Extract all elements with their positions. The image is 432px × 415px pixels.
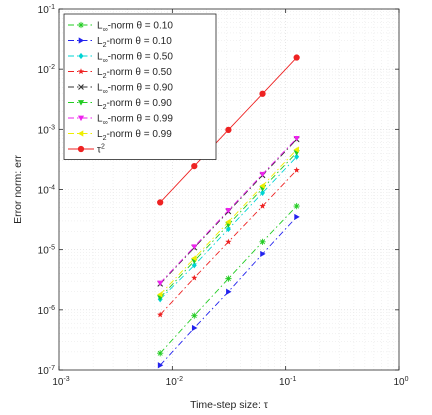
legend-label: L∞-norm θ = 0.50 xyxy=(97,52,173,65)
x-tick-label: 10-3 xyxy=(52,376,69,388)
triangle-left-marker xyxy=(157,291,163,298)
x-marker xyxy=(78,84,84,90)
triangle-left-marker xyxy=(293,146,299,153)
triangle-down-marker xyxy=(225,208,232,214)
x-tick-label: 10-2 xyxy=(166,376,183,388)
circle-marker xyxy=(225,126,232,133)
x-tick-label: 10-1 xyxy=(279,376,296,388)
legend-label: L2-norm θ = 0.99 xyxy=(97,129,172,142)
triangle-right-marker xyxy=(78,37,85,44)
triangle-left-marker xyxy=(259,182,265,189)
triangle-left-marker xyxy=(77,130,84,137)
triangle-down-marker xyxy=(293,135,300,142)
y-tick-label: 10-1 xyxy=(38,4,55,16)
y-tick-label: 10-7 xyxy=(38,365,55,377)
star-marker xyxy=(77,68,85,75)
series-group xyxy=(157,54,300,369)
legend-label: L∞-norm θ = 0.90 xyxy=(97,83,173,96)
triangle-right-marker xyxy=(260,250,266,258)
diamond-marker xyxy=(225,225,231,233)
legend-label: L∞-norm θ = 0.10 xyxy=(97,21,173,34)
legend: L∞-norm θ = 0.10 L2-norm θ = 0.10 L∞-norm … xyxy=(63,13,217,160)
triangle-right-marker xyxy=(294,213,300,221)
legend-label: τ2 xyxy=(97,144,105,156)
asterisk-marker xyxy=(293,202,300,210)
circle-marker xyxy=(157,199,164,206)
star-marker xyxy=(225,238,232,245)
x-tick-label: 100 xyxy=(393,376,408,388)
asterisk-marker xyxy=(157,350,164,357)
legend-box xyxy=(63,13,217,160)
triangle-down-marker xyxy=(77,100,85,106)
series xyxy=(157,135,300,287)
series-line xyxy=(159,205,297,354)
triangle-down-marker xyxy=(191,244,198,250)
triangle-down-marker xyxy=(157,280,164,287)
diamond-marker xyxy=(260,189,266,196)
y-tick-label: 10-3 xyxy=(38,124,55,136)
triangle-right-marker xyxy=(191,324,198,332)
series xyxy=(157,213,300,369)
circle-marker xyxy=(293,54,300,61)
y-tick-label: 10-2 xyxy=(38,64,55,76)
triangle-right-marker xyxy=(226,288,232,295)
star-marker xyxy=(191,274,198,281)
legend-label: L2-norm θ = 0.90 xyxy=(97,98,172,111)
triangle-right-marker xyxy=(157,362,164,369)
x-axis-label: Time-step size: τ xyxy=(190,399,269,411)
asterisk-marker xyxy=(77,21,85,29)
y-tick-label: 10-4 xyxy=(38,185,55,197)
triangle-left-marker xyxy=(191,255,197,262)
triangle-down-marker xyxy=(259,171,266,178)
star-marker xyxy=(259,202,266,209)
legend-label: L2-norm θ = 0.10 xyxy=(97,36,172,49)
asterisk-marker xyxy=(191,312,198,319)
circle-marker xyxy=(191,162,198,170)
circle-marker xyxy=(259,90,266,97)
triangle-left-marker xyxy=(225,218,231,225)
asterisk-marker xyxy=(225,275,232,282)
star-marker xyxy=(157,311,164,318)
diamond-marker xyxy=(294,153,300,160)
y-axis-label: Error norm: err xyxy=(12,155,24,224)
diamond-marker xyxy=(191,262,197,269)
legend-label: L2-norm θ = 0.50 xyxy=(97,67,172,80)
triangle-down-marker xyxy=(77,115,85,122)
series xyxy=(157,202,300,357)
series xyxy=(157,54,300,206)
diamond-marker xyxy=(78,52,84,60)
circle-marker xyxy=(77,145,85,153)
y-tick-label: 10-5 xyxy=(38,245,55,257)
legend-label: L∞-norm θ = 0.99 xyxy=(97,114,173,127)
asterisk-marker xyxy=(259,238,266,245)
axes: 10-3 10-2 10-1 100 10-7 10-6 10-5 10-4 10-3 10-2 1… xyxy=(38,4,409,388)
series xyxy=(157,166,300,318)
series xyxy=(157,146,299,298)
star-marker xyxy=(293,166,300,173)
y-tick-label: 10-6 xyxy=(38,305,55,317)
